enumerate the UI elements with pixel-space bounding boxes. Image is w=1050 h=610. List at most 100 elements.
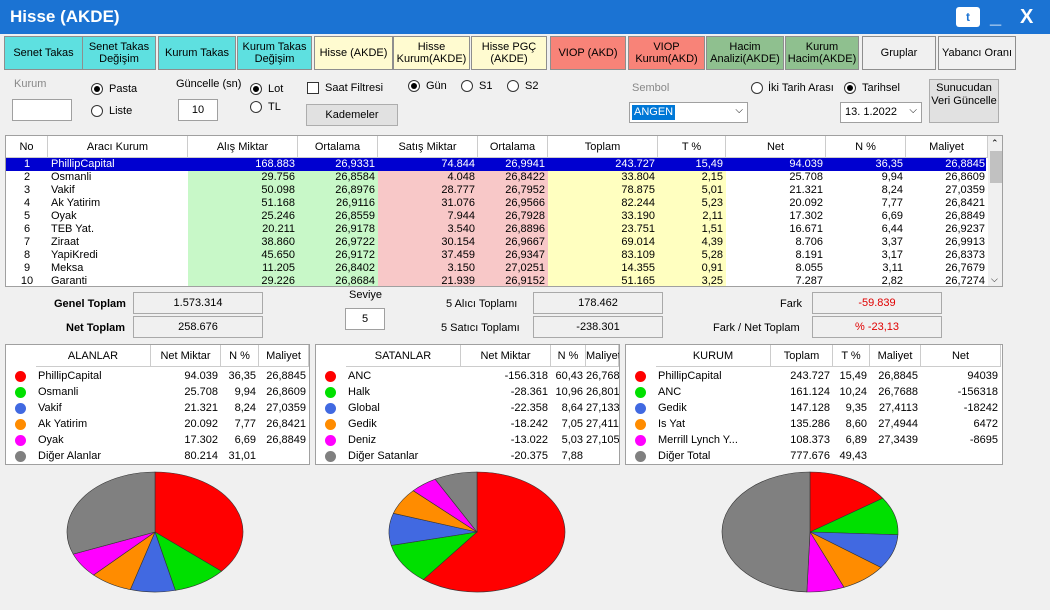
table-cell: Vakif bbox=[51, 184, 75, 196]
tab-0[interactable]: Senet Takas bbox=[4, 36, 83, 70]
panel-cell: 10,24 bbox=[839, 386, 867, 398]
table-cell: 6,44 bbox=[881, 223, 903, 235]
guncelle-input[interactable]: 10 bbox=[178, 99, 218, 121]
kurum-pie-chart bbox=[721, 471, 899, 593]
table-row[interactable]: 2 Osmanli 29.756 26,8584 4.048 26,8422 33.804 2… bbox=[6, 171, 986, 184]
tab-3[interactable]: Kurum Takas Değişim bbox=[237, 36, 312, 70]
panel-cell: 6,89 bbox=[845, 434, 867, 446]
genel-toplam-label: Genel Toplam bbox=[54, 298, 126, 310]
tab-8[interactable]: VIOP Kurum(AKD) bbox=[628, 36, 705, 70]
legend-color-dot bbox=[15, 419, 26, 430]
tab-11[interactable]: Gruplar bbox=[862, 36, 936, 70]
panel-cell: -20.375 bbox=[510, 450, 548, 462]
table-cell: 4.048 bbox=[378, 171, 478, 184]
table-row[interactable]: 3 Vakif 50.098 26,8976 28.777 26,7952 78.875 5,… bbox=[6, 184, 986, 197]
table-row[interactable]: 5 Oyak 25.246 26,8559 7.944 26,7928 33.190 2,11… bbox=[6, 210, 986, 223]
table-cell: 26,7952 bbox=[478, 184, 548, 197]
chevron-down-icon[interactable]: ⌵ bbox=[991, 274, 998, 284]
legend-color-dot bbox=[325, 419, 336, 430]
tab-12[interactable]: Yabancı Oranı bbox=[938, 36, 1016, 70]
sembol-select[interactable]: ANGEN ⌵ bbox=[629, 102, 748, 123]
minimize-icon[interactable]: _ bbox=[990, 6, 1002, 28]
scrollbar-thumb[interactable] bbox=[990, 151, 1002, 183]
panel-cell: Ak Yatirim bbox=[38, 418, 88, 430]
panel-cell: 17.302 bbox=[184, 434, 218, 446]
legend-color-dot bbox=[325, 403, 336, 414]
s2-radio[interactable] bbox=[507, 80, 519, 92]
table-cell: 26,9178 bbox=[298, 223, 378, 236]
table-cell: 5,01 bbox=[658, 184, 726, 197]
panel-header: Maliyet bbox=[586, 345, 619, 367]
kurum-panel: KURUM Toplam T % Maliyet Net PhillipCapital 24… bbox=[625, 344, 1003, 465]
panel-header: SATANLAR bbox=[346, 345, 461, 367]
legend-color-dot bbox=[15, 403, 26, 414]
panel-cell: 5,03 bbox=[561, 434, 583, 446]
alanlar-panel: ALANLAR Net Miktar N % Maliyet PhillipCapita… bbox=[5, 344, 310, 465]
table-cell: 21.321 bbox=[789, 184, 823, 196]
saat-filtresi-checkbox[interactable] bbox=[307, 82, 319, 94]
panel-cell: Osmanli bbox=[38, 386, 79, 398]
date-value: 13. 1.2022 bbox=[845, 106, 897, 118]
tab-10[interactable]: Kurum Hacim(AKDE) bbox=[785, 36, 859, 70]
panel-header: T % bbox=[833, 345, 870, 367]
liste-radio[interactable] bbox=[91, 105, 103, 117]
tab-2[interactable]: Kurum Takas bbox=[158, 36, 236, 70]
panel-cell: -18.242 bbox=[510, 418, 548, 430]
panel-cell: 27,4944 bbox=[878, 418, 918, 430]
panel-cell: Gedik bbox=[348, 418, 377, 430]
table-cell: 17.302 bbox=[789, 210, 823, 222]
tab-5[interactable]: Hisse Kurum(AKDE) bbox=[393, 36, 470, 70]
table-row[interactable]: 10 Garanti 29.226 26,8684 21.939 26,9152 51.16… bbox=[6, 275, 986, 287]
net-toplam-label: Net Toplam bbox=[66, 322, 126, 334]
gun-radio[interactable] bbox=[408, 80, 420, 92]
chevron-up-icon[interactable]: ⌃ bbox=[991, 138, 999, 148]
panel-cell: 27,4113 bbox=[586, 418, 619, 430]
tab-6[interactable]: Hisse PGÇ (AKDE) bbox=[471, 36, 547, 70]
tl-radio[interactable] bbox=[250, 101, 262, 113]
table-cell: 94.039 bbox=[789, 158, 823, 170]
date-picker[interactable]: 13. 1.2022 ⌵ bbox=[840, 102, 922, 123]
table-cell: 51.165 bbox=[548, 275, 658, 286]
table-row[interactable]: 7 Ziraat 38.860 26,9722 30.154 26,9667 69.014 4… bbox=[6, 236, 986, 249]
table-cell: 30.154 bbox=[378, 236, 478, 249]
sunucudan-button[interactable]: Sunucudan Veri Güncelle bbox=[929, 79, 999, 123]
legend-color-dot bbox=[635, 387, 646, 398]
table-cell: 78.875 bbox=[548, 184, 658, 197]
s1-label: S1 bbox=[479, 80, 493, 92]
s1-radio[interactable] bbox=[461, 80, 473, 92]
sembol-value: ANGEN bbox=[632, 105, 676, 120]
tab-7[interactable]: VIOP (AKD) bbox=[550, 36, 626, 70]
table-row[interactable]: 6 TEB Yat. 20.211 26,9178 3.540 26,8896 23.751… bbox=[6, 223, 986, 236]
table-cell: 3,11 bbox=[882, 262, 903, 274]
grid-scrollbar[interactable]: ⌃ ⌵ bbox=[988, 136, 1002, 286]
table-cell: 5,23 bbox=[658, 197, 726, 210]
close-icon[interactable]: X bbox=[1020, 6, 1034, 28]
table-cell: 25.246 bbox=[188, 210, 298, 223]
legend-color-dot bbox=[635, 451, 646, 462]
table-row[interactable]: 4 Ak Yatirim 51.168 26,9116 31.076 26,9566 82.… bbox=[6, 197, 986, 210]
twitter-icon[interactable]: t bbox=[956, 7, 980, 27]
pie-slice bbox=[721, 471, 811, 593]
table-row[interactable]: 8 YapiKredi 45.650 26,9172 37.459 26,9347 83.1… bbox=[6, 249, 986, 262]
table-cell: Oyak bbox=[51, 210, 77, 222]
table-cell: 33.804 bbox=[548, 171, 658, 184]
tab-1[interactable]: Senet Takas Değişim bbox=[82, 36, 156, 70]
panel-cell: 777.676 bbox=[790, 450, 830, 462]
table-row[interactable]: 1 PhillipCapital 168.883 26,9331 74.844 26,99… bbox=[6, 158, 986, 171]
seviye-input[interactable]: 5 bbox=[345, 308, 385, 330]
tab-4[interactable]: Hisse (AKDE) bbox=[314, 36, 393, 70]
kademeler-button[interactable]: Kademeler bbox=[306, 104, 398, 126]
table-cell: 10 bbox=[20, 275, 34, 287]
table-row[interactable]: 9 Meksa 11.205 26,8402 3.150 27,0251 14.355 0,9… bbox=[6, 262, 986, 275]
kurum-input[interactable] bbox=[12, 99, 72, 121]
panel-cell: ANC bbox=[658, 386, 682, 398]
pasta-radio[interactable] bbox=[91, 83, 103, 95]
panel-cell bbox=[259, 449, 309, 464]
legend-color-dot bbox=[15, 435, 26, 446]
tarihsel-radio[interactable] bbox=[844, 82, 856, 94]
table-cell: 6 bbox=[23, 223, 31, 235]
legend-color-dot bbox=[325, 435, 336, 446]
lot-radio[interactable] bbox=[250, 83, 262, 95]
iki-tarih-radio[interactable] bbox=[751, 82, 763, 94]
tab-9[interactable]: Hacim Analizi(AKDE) bbox=[706, 36, 784, 70]
